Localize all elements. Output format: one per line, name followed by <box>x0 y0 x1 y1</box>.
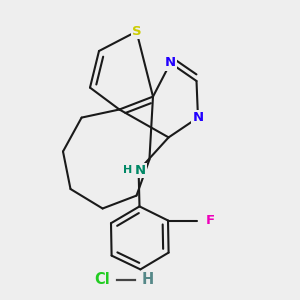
Text: N: N <box>165 56 176 70</box>
Text: N: N <box>192 111 204 124</box>
Text: N: N <box>134 164 146 177</box>
Text: Cl: Cl <box>94 272 110 287</box>
Text: H: H <box>142 272 154 287</box>
Text: H: H <box>123 165 132 176</box>
Text: F: F <box>206 214 214 227</box>
Text: S: S <box>132 25 141 38</box>
